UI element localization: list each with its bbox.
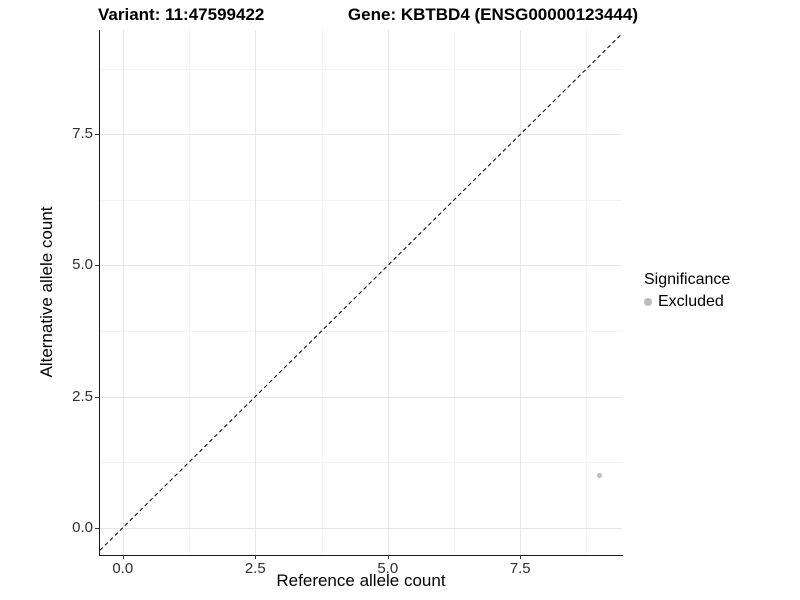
y-tick-mark (95, 265, 99, 267)
identity-dashed-line (100, 33, 622, 551)
plot-title: Variant: 11:47599422 Gene: KBTBD4 (ENSG0… (98, 5, 638, 25)
y-minor-gridline (100, 331, 622, 333)
x-minor-gridline (321, 30, 323, 555)
y-minor-gridline (100, 199, 622, 201)
y-major-gridline (100, 396, 622, 398)
x-tick-mark (255, 555, 257, 559)
y-axis-line (99, 30, 100, 555)
x-major-gridline (387, 30, 389, 555)
x-tick-mark (520, 555, 522, 559)
legend-key-dot-icon (644, 298, 652, 306)
plot-panel (100, 30, 622, 555)
y-major-gridline (100, 265, 622, 267)
legend-title: Significance (644, 271, 731, 288)
y-axis-title: Alternative allele count (37, 206, 56, 378)
y-tick-label: 0.0 (72, 518, 93, 536)
x-minor-gridline (454, 30, 455, 555)
y-tick-label: 7.5 (72, 125, 93, 143)
x-axis-title: Reference allele count (276, 571, 446, 590)
x-major-gridline (255, 30, 257, 555)
x-tick-mark (122, 555, 124, 559)
y-major-gridline (100, 134, 622, 136)
x-tick-mark (387, 555, 389, 559)
title-gene-text: Gene: KBTBD4 (ENSG00000123444) (347, 5, 638, 24)
y-minor-gridline (100, 462, 622, 464)
x-tick-label: 7.5 (509, 560, 531, 577)
x-major-gridline (122, 30, 124, 555)
x-minor-gridline (586, 30, 588, 555)
y-tick-label: 5.0 (72, 256, 93, 274)
x-tick-label: 0.0 (112, 560, 134, 577)
legend: Significance Excluded (644, 271, 730, 311)
x-major-gridline (520, 30, 522, 555)
y-minor-gridline (100, 68, 622, 70)
y-tick-label: 2.5 (72, 387, 93, 405)
x-tick-label: 2.5 (244, 560, 266, 577)
x-tick-label: 5.0 (377, 560, 399, 577)
data-point (597, 472, 603, 478)
identity-line-layer (100, 33, 622, 551)
legend-item-label: Excluded (658, 293, 724, 310)
y-tick-mark (95, 527, 99, 529)
x-minor-gridline (189, 30, 191, 555)
legend-item-excluded: Excluded (644, 293, 730, 311)
y-major-gridline (100, 527, 622, 529)
x-axis-line (99, 555, 623, 556)
y-tick-mark (95, 396, 99, 398)
title-variant-text: Variant: 11:47599422 (98, 5, 265, 24)
y-tick-mark (95, 134, 99, 136)
